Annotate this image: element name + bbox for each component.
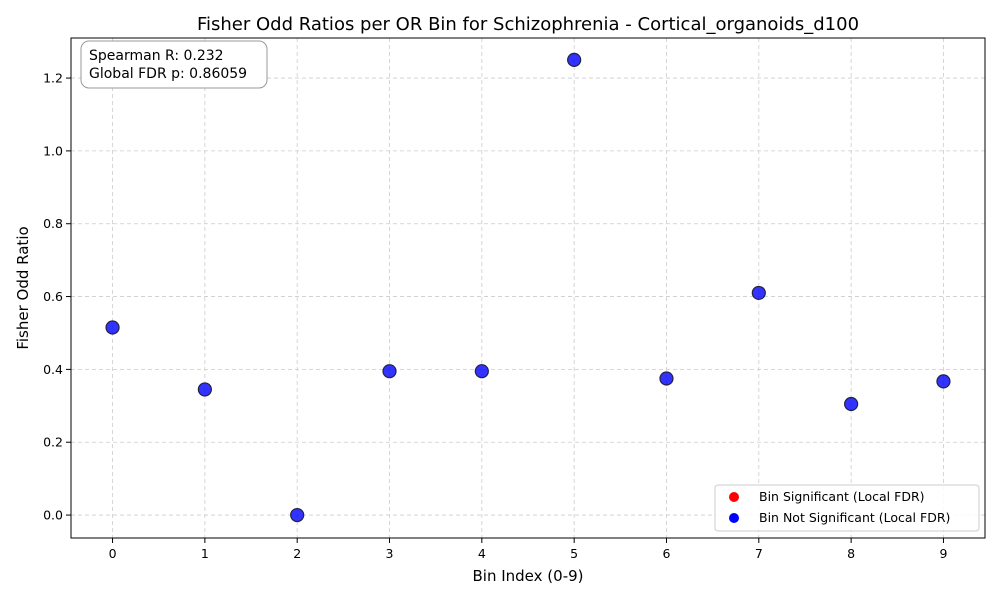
y-axis-ticks: 0.0 0.2 0.4 0.6 0.8 1.0 1.2	[43, 71, 71, 523]
x-tick-label-6: 6	[663, 546, 671, 561]
stats-line-spearman: Spearman R: 0.232	[89, 48, 224, 64]
data-point-0-4	[474, 364, 489, 379]
legend-marker-not-significant	[729, 513, 739, 523]
x-tick-label-4: 4	[478, 546, 486, 561]
y-tick-label-1: 0.2	[43, 435, 63, 450]
x-tick-label-0: 0	[109, 546, 117, 561]
y-tick-label-5: 1.0	[43, 143, 63, 158]
legend-marker-significant	[729, 492, 739, 502]
legend-label-not-significant: Bin Not Significant (Local FDR)	[759, 510, 950, 525]
data-point-0-3	[382, 364, 397, 379]
data-point-0-0	[105, 320, 120, 335]
x-tick-label-3: 3	[386, 546, 394, 561]
y-axis-label: Fisher Odd Ratio	[14, 226, 32, 349]
x-axis-label: Bin Index (0-9)	[473, 567, 584, 585]
x-tick-label-7: 7	[755, 546, 763, 561]
grid	[71, 38, 985, 538]
stats-box	[80, 40, 268, 89]
data-point-0-8	[844, 396, 859, 412]
y-tick-label-0: 0.0	[43, 508, 63, 523]
x-tick-label-2: 2	[293, 546, 301, 561]
legend-label-significant: Bin Significant (Local FDR)	[759, 489, 925, 504]
x-tick-label-8: 8	[847, 546, 855, 561]
plot-frame	[70, 37, 986, 539]
chart-title: Fisher Odd Ratios per OR Bin for Schizop…	[197, 14, 859, 35]
data-points	[105, 52, 951, 523]
data-point-0-9	[936, 374, 951, 389]
y-tick-label-2: 0.4	[43, 362, 63, 377]
x-tick-label-5: 5	[570, 546, 578, 561]
y-tick-label-3: 0.6	[43, 289, 63, 304]
data-point-0-5	[567, 52, 582, 67]
data-point-0-6	[659, 371, 674, 386]
stats-annotation: Spearman R: 0.232 Global FDR p: 0.86059	[80, 40, 268, 89]
x-tick-label-1: 1	[201, 546, 209, 561]
x-axis-ticks: 0 1 2 3 4 5 6 7 8 9	[109, 538, 947, 561]
data-point-0-1	[197, 382, 212, 397]
legend: Bin Significant (Local FDR) Bin Not Sign…	[714, 484, 980, 532]
stats-line-fdr: Global FDR p: 0.86059	[89, 66, 247, 82]
legend-box	[714, 484, 980, 532]
x-tick-label-9: 9	[939, 546, 947, 561]
data-point-0-2	[290, 507, 305, 523]
data-point-0-7	[751, 285, 766, 301]
y-tick-label-4: 0.8	[43, 216, 63, 231]
y-tick-label-6: 1.2	[43, 71, 63, 86]
